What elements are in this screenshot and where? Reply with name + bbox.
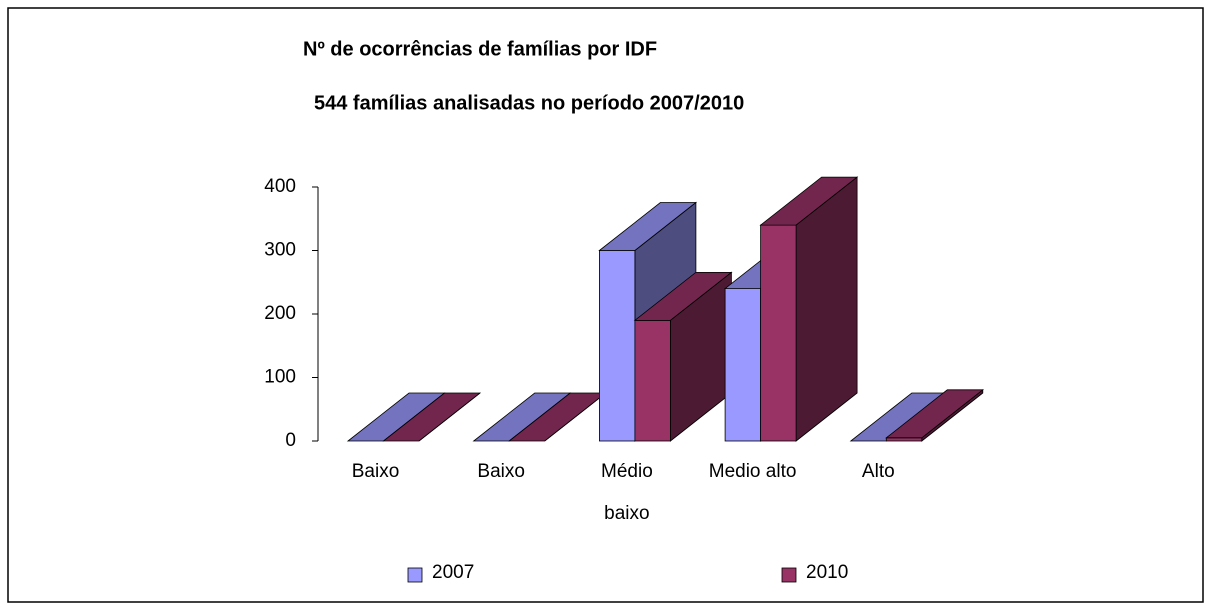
bar-top — [759, 176, 859, 226]
bar — [885, 389, 984, 442]
bar — [382, 392, 482, 442]
x-tick-label: Alto — [861, 461, 895, 482]
x-tick-label: Médio baixo — [601, 461, 653, 524]
bar-front — [599, 250, 636, 442]
chart-subtitle: 544 famílias analisadas no período 2007/… — [314, 92, 744, 114]
bar-front — [724, 288, 761, 442]
legend-label: 2010 — [806, 562, 848, 583]
x-tick-label: Baixo — [477, 461, 525, 482]
bar-top — [382, 392, 482, 442]
bar-top — [633, 271, 733, 321]
x-tick-label: Medio alto — [708, 461, 797, 482]
y-tick-label: 300 — [264, 240, 296, 261]
x-tick-label: Baixo — [351, 461, 400, 482]
bar-front — [885, 437, 923, 442]
legend-swatch — [407, 567, 423, 583]
bar-top — [885, 389, 984, 439]
bar-top — [598, 202, 698, 251]
bar-front — [634, 319, 671, 442]
legend-label: 2007 — [432, 562, 474, 583]
y-tick-label: 100 — [264, 367, 296, 388]
y-tick-label: 400 — [264, 176, 296, 197]
y-tick-label: 200 — [264, 303, 296, 324]
bar — [633, 271, 733, 442]
bar-front — [760, 224, 797, 442]
legend-swatch — [781, 567, 797, 583]
chart-title: Nº de ocorrências de famílias por IDF — [303, 38, 657, 60]
bar — [759, 176, 859, 442]
y-tick-label: 0 — [285, 430, 296, 451]
